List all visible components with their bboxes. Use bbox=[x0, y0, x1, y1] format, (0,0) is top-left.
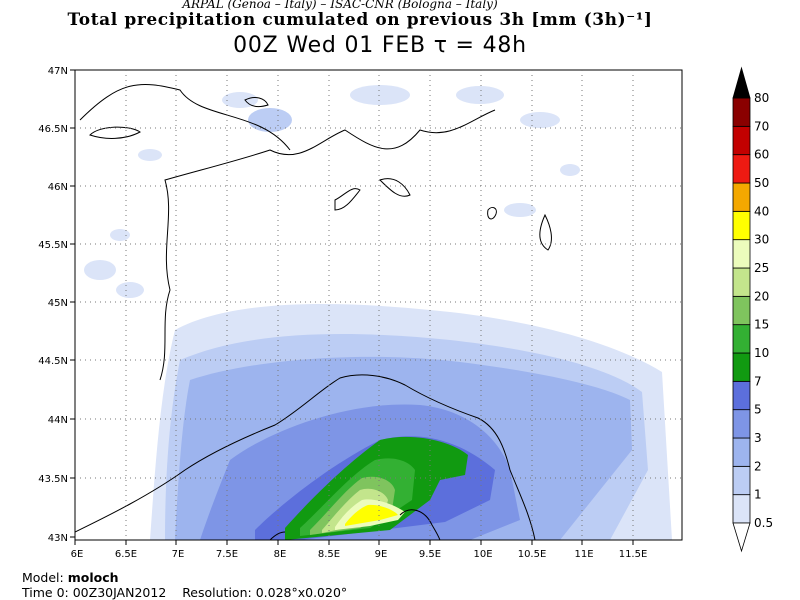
colorbar-box bbox=[732, 380, 751, 411]
lon-label: 11.5E bbox=[619, 549, 648, 560]
lon-label: 8.5E bbox=[318, 549, 340, 560]
colorbar-label: 0.5 bbox=[754, 516, 773, 530]
colorbar-box bbox=[732, 352, 751, 382]
lake-geneva bbox=[89, 126, 141, 139]
colorbar-box bbox=[732, 125, 751, 156]
lon-label: 9.5E bbox=[419, 549, 441, 560]
colorbar-label: 40 bbox=[754, 204, 769, 218]
time-value: 00Z30JAN2012 bbox=[72, 585, 167, 600]
lon-label: 10.5E bbox=[518, 549, 547, 560]
colorbar-label: 80 bbox=[754, 91, 769, 105]
lat-label: 46N bbox=[48, 182, 68, 193]
swiss-border bbox=[79, 84, 291, 151]
lon-label: 8E bbox=[274, 549, 287, 560]
colorbar-min-triangle bbox=[732, 522, 751, 553]
colorbar-label: 15 bbox=[754, 318, 769, 332]
map-outlines bbox=[75, 84, 552, 540]
colorbar-box bbox=[732, 324, 751, 354]
resolution-value: 0.028°x0.020° bbox=[255, 585, 348, 600]
colorbar-label: 70 bbox=[754, 119, 769, 133]
lon-label: 9E bbox=[375, 549, 388, 560]
lat-label: 44.5N bbox=[38, 356, 68, 367]
lon-labels: 6E 6.5E 7E 7.5E 8E 8.5E 9E 9.5E 10E 10.5… bbox=[71, 549, 648, 560]
lon-label: 7E bbox=[172, 549, 185, 560]
colorbar-label: 30 bbox=[754, 233, 769, 247]
model-value: moloch bbox=[67, 570, 119, 585]
colorbar-box bbox=[732, 97, 751, 127]
colorbar-box bbox=[732, 182, 751, 212]
colorbar-label: 3 bbox=[754, 431, 762, 445]
lon-label: 6.5E bbox=[115, 549, 137, 560]
colorbar-label: 10 bbox=[754, 346, 769, 360]
lat-labels: 43N 43.5N 44N 44.5N 45N 45.5N 46N 46.5N … bbox=[38, 66, 68, 544]
lat-label: 45N bbox=[48, 298, 68, 309]
model-label: Model: bbox=[22, 570, 64, 585]
grid-lines bbox=[75, 70, 682, 540]
colorbar-box bbox=[732, 239, 751, 269]
colorbar-box bbox=[732, 210, 751, 241]
lake-garda bbox=[487, 206, 497, 220]
lat-label: 43N bbox=[48, 533, 68, 544]
map-subtitle: 00Z Wed 01 FEB τ = 48h bbox=[233, 33, 527, 58]
colorbar: 0.5 1 2 3 5 7 10 15 20 25 30 40 50 60 70 80 bbox=[732, 66, 773, 553]
colorbar-box bbox=[732, 437, 751, 467]
lat-label: 45.5N bbox=[38, 240, 68, 251]
lake-iseo bbox=[539, 213, 552, 251]
precip-field bbox=[84, 85, 672, 540]
colorbar-box bbox=[732, 465, 751, 496]
colorbar-box bbox=[732, 267, 751, 297]
colorbar-label: 5 bbox=[754, 403, 762, 417]
lake-como bbox=[379, 178, 411, 197]
colorbar-label: 2 bbox=[754, 459, 762, 473]
time-label: Time 0: bbox=[22, 585, 69, 600]
lat-label: 46.5N bbox=[38, 124, 68, 135]
resolution-label: Resolution: bbox=[182, 585, 252, 600]
colorbar-label: 20 bbox=[754, 289, 769, 303]
colorbar-box bbox=[732, 295, 751, 326]
axis-ticks bbox=[70, 69, 634, 545]
colorbar-label: 25 bbox=[754, 261, 769, 275]
lake-neuchatel bbox=[244, 97, 269, 108]
colorbar-label: 60 bbox=[754, 148, 769, 162]
lon-label: 10E bbox=[473, 549, 492, 560]
lat-label: 47N bbox=[48, 66, 68, 77]
colorbar-box bbox=[732, 154, 751, 184]
lat-label: 44N bbox=[48, 415, 68, 426]
footer: Model: moloch Time 0: 00Z30JAN2012 Resol… bbox=[22, 570, 347, 600]
credit-line: ARPAL (Genoa – Italy) – ISAC-CNR (Bologn… bbox=[182, 0, 498, 11]
french-italian-border bbox=[159, 109, 496, 381]
corsica-west bbox=[269, 531, 286, 540]
precip-band-30 bbox=[345, 504, 398, 526]
colorbar-box bbox=[732, 494, 751, 524]
colorbar-label: 1 bbox=[754, 488, 762, 502]
lon-label: 11E bbox=[574, 549, 593, 560]
lon-label: 7.5E bbox=[216, 549, 238, 560]
map-title: Total precipitation cumulated on previou… bbox=[67, 10, 653, 30]
ligurian-coastline bbox=[75, 374, 536, 540]
colorbar-max-triangle bbox=[732, 66, 751, 99]
lon-label: 6E bbox=[71, 549, 84, 560]
lake-maggiore bbox=[334, 188, 361, 211]
colorbar-label: 7 bbox=[754, 374, 762, 388]
colorbar-box bbox=[732, 409, 751, 439]
corsica-north bbox=[399, 509, 441, 540]
colorbar-label: 50 bbox=[754, 176, 769, 190]
lat-label: 43.5N bbox=[38, 474, 68, 485]
